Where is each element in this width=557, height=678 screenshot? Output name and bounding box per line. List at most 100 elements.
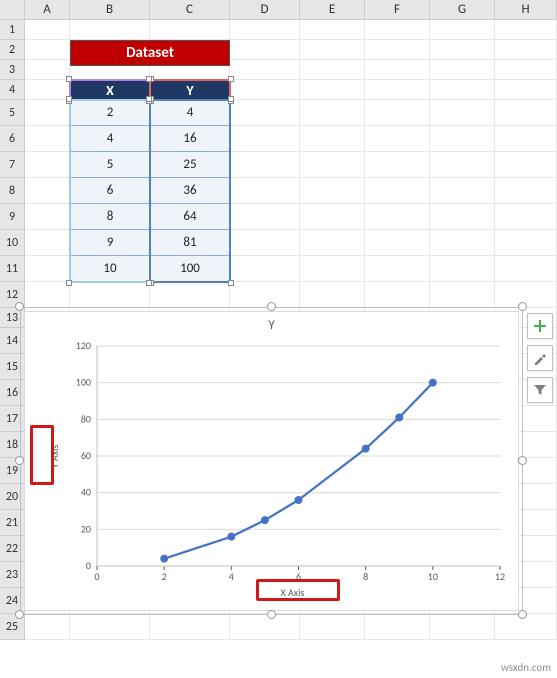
cell-C12[interactable] — [150, 282, 230, 308]
selection-handle[interactable] — [146, 96, 152, 102]
cell-H6[interactable] — [495, 126, 557, 152]
cell-E25[interactable] — [300, 614, 365, 640]
selection-handle[interactable] — [146, 76, 152, 82]
cell-E8[interactable] — [300, 178, 365, 204]
chart-plot-area[interactable]: 020406080100120024681012 — [25, 312, 520, 612]
chart-resize-handle[interactable] — [267, 610, 276, 619]
cell-C25[interactable] — [150, 614, 230, 640]
row-header-3[interactable]: 3 — [0, 60, 25, 80]
cell-G6[interactable] — [430, 126, 495, 152]
cell-G2[interactable] — [430, 40, 495, 60]
cell-H5[interactable] — [495, 100, 557, 126]
cell-D6[interactable] — [230, 126, 300, 152]
cell-G11[interactable] — [430, 256, 495, 282]
row-header-4[interactable]: 4 — [0, 80, 25, 100]
cell-D25[interactable] — [230, 614, 300, 640]
chart-resize-handle[interactable] — [518, 456, 527, 465]
cell-y-1[interactable]: 16 — [150, 126, 230, 152]
cell-E1[interactable] — [300, 20, 365, 40]
column-header-H[interactable]: H — [495, 0, 557, 20]
cell-x-1[interactable]: 4 — [70, 126, 150, 152]
cell-E5[interactable] — [300, 100, 365, 126]
cell-A5[interactable] — [25, 100, 70, 126]
cell-B1[interactable] — [70, 20, 150, 40]
cell-F25[interactable] — [365, 614, 430, 640]
cell-F5[interactable] — [365, 100, 430, 126]
table-row[interactable]: 864 — [70, 204, 230, 230]
table-row[interactable]: 525 — [70, 152, 230, 178]
cell-x-6[interactable]: 10 — [70, 256, 150, 282]
cell-A11[interactable] — [25, 256, 70, 282]
row-header-9[interactable]: 9 — [0, 204, 25, 230]
cell-B12[interactable] — [70, 282, 150, 308]
selection-handle[interactable] — [66, 96, 72, 102]
cell-A3[interactable] — [25, 60, 70, 80]
column-header-F[interactable]: F — [365, 0, 430, 20]
row-header-1[interactable]: 1 — [0, 20, 25, 40]
cell-H10[interactable] — [495, 230, 557, 256]
cell-G9[interactable] — [430, 204, 495, 230]
cell-H3[interactable] — [495, 60, 557, 80]
cell-x-0[interactable]: 2 — [70, 100, 150, 126]
cell-y-5[interactable]: 81 — [150, 230, 230, 256]
row-header-5[interactable]: 5 — [0, 100, 25, 126]
cell-G10[interactable] — [430, 230, 495, 256]
selection-handle[interactable] — [228, 96, 234, 102]
chart-elements-button[interactable] — [527, 313, 553, 339]
cell-y-3[interactable]: 36 — [150, 178, 230, 204]
cell-F1[interactable] — [365, 20, 430, 40]
chart-resize-handle[interactable] — [267, 302, 276, 311]
cell-E6[interactable] — [300, 126, 365, 152]
select-all-corner[interactable] — [0, 0, 25, 20]
column-header-B[interactable]: B — [70, 0, 150, 20]
cell-G8[interactable] — [430, 178, 495, 204]
table-row[interactable]: 10100 — [70, 256, 230, 282]
cell-F6[interactable] — [365, 126, 430, 152]
cell-H9[interactable] — [495, 204, 557, 230]
cell-D10[interactable] — [230, 230, 300, 256]
row-header-11[interactable]: 11 — [0, 256, 25, 282]
table-row[interactable]: 416 — [70, 126, 230, 152]
cell-E9[interactable] — [300, 204, 365, 230]
cell-E10[interactable] — [300, 230, 365, 256]
column-header-D[interactable]: D — [230, 0, 300, 20]
cell-y-4[interactable]: 64 — [150, 204, 230, 230]
cell-D1[interactable] — [230, 20, 300, 40]
cell-E3[interactable] — [300, 60, 365, 80]
column-header-C[interactable]: C — [150, 0, 230, 20]
cell-E11[interactable] — [300, 256, 365, 282]
cell-F12[interactable] — [365, 282, 430, 308]
cell-x-3[interactable]: 6 — [70, 178, 150, 204]
cell-x-4[interactable]: 8 — [70, 204, 150, 230]
cell-D9[interactable] — [230, 204, 300, 230]
cell-F4[interactable] — [365, 80, 430, 100]
cell-A4[interactable] — [25, 80, 70, 100]
column-header-E[interactable]: E — [300, 0, 365, 20]
cell-D11[interactable] — [230, 256, 300, 282]
cell-G7[interactable] — [430, 152, 495, 178]
cell-G4[interactable] — [430, 80, 495, 100]
cell-H4[interactable] — [495, 80, 557, 100]
selection-handle[interactable] — [228, 280, 234, 286]
chart-resize-handle[interactable] — [518, 610, 527, 619]
cell-A6[interactable] — [25, 126, 70, 152]
cell-D12[interactable] — [230, 282, 300, 308]
cell-D5[interactable] — [230, 100, 300, 126]
cell-H1[interactable] — [495, 20, 557, 40]
cell-E2[interactable] — [300, 40, 365, 60]
cell-A1[interactable] — [25, 20, 70, 40]
cell-D2[interactable] — [230, 40, 300, 60]
chart-resize-handle[interactable] — [15, 610, 24, 619]
row-header-10[interactable]: 10 — [0, 230, 25, 256]
cell-D4[interactable] — [230, 80, 300, 100]
table-header-y[interactable]: Y — [150, 80, 230, 100]
cell-y-2[interactable]: 25 — [150, 152, 230, 178]
cell-x-5[interactable]: 9 — [70, 230, 150, 256]
selection-handle[interactable] — [146, 280, 152, 286]
chart-object[interactable]: Y Y Axis 020406080100120024681012 X Axis — [24, 311, 519, 611]
column-header-G[interactable]: G — [430, 0, 495, 20]
cell-H2[interactable] — [495, 40, 557, 60]
selection-handle[interactable] — [66, 76, 72, 82]
cell-F11[interactable] — [365, 256, 430, 282]
cell-A8[interactable] — [25, 178, 70, 204]
